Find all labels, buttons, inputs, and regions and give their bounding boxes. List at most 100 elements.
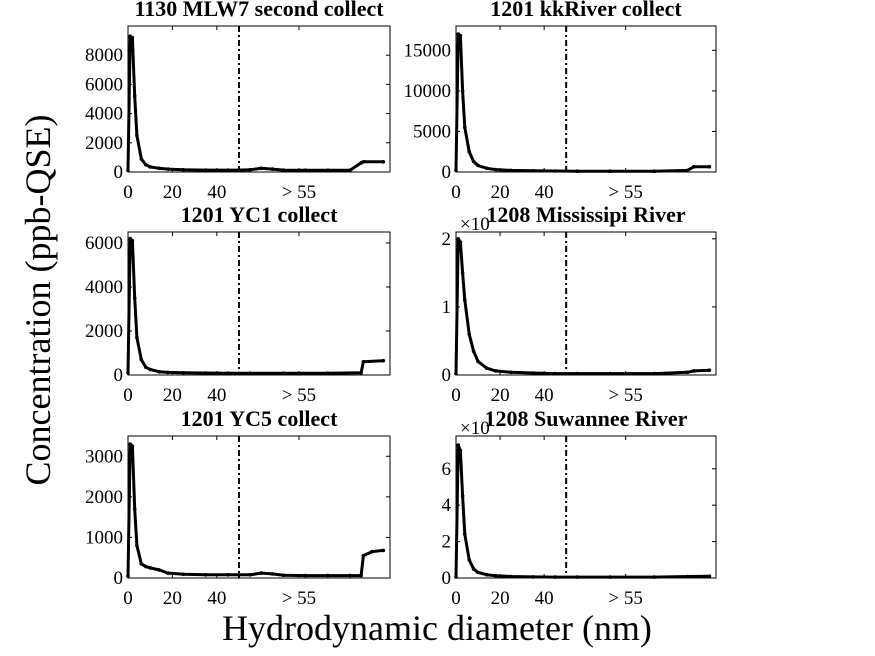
data-point [259, 166, 264, 171]
data-point [270, 167, 275, 171]
x-tick-label: 0 [451, 385, 461, 406]
data-point [575, 371, 579, 376]
axes-box [455, 231, 717, 376]
series-line [126, 34, 384, 172]
y-tick-label: 0 [442, 162, 452, 183]
y-tick-label: 1 [442, 297, 452, 318]
data-point [139, 562, 144, 566]
data-point [326, 573, 330, 578]
x-tick-label: 40 [535, 182, 554, 203]
data-point [166, 370, 170, 375]
y-tick-label: 4000 [85, 104, 123, 125]
x-tick-label: 0 [451, 182, 461, 203]
data-point [359, 371, 363, 375]
data-point [144, 564, 148, 569]
axes-box [455, 435, 717, 579]
y-tick-label: 0 [442, 365, 452, 386]
data-point [326, 168, 330, 172]
x-tick-label: 20 [491, 385, 510, 406]
data-point [685, 574, 690, 579]
x-tick-label: 0 [451, 588, 461, 609]
data-point [476, 359, 480, 364]
data-point [248, 371, 252, 376]
y-tick-label: 4000 [85, 277, 123, 298]
y-tick-label: 0 [114, 162, 124, 183]
y-multiplier: ×10 [460, 418, 490, 439]
data-point [485, 166, 489, 171]
series-line [126, 442, 384, 578]
data-point [493, 574, 498, 578]
data-point [608, 169, 612, 173]
data-point [370, 549, 375, 554]
data-point [148, 165, 152, 169]
data-point [248, 167, 252, 172]
x-tick-label: 20 [491, 182, 510, 203]
x-tick-label: 0 [123, 182, 133, 203]
data-point [692, 369, 696, 373]
y-tick-label: 8000 [85, 45, 123, 66]
data-point [463, 125, 467, 130]
data-point [454, 371, 458, 376]
data-point [128, 236, 132, 241]
x-tick-label: > 55 [282, 385, 316, 406]
data-point [259, 571, 264, 575]
data-point [157, 166, 161, 171]
data-point [454, 168, 458, 173]
y-tick-label: 2000 [85, 321, 123, 342]
data-point [248, 573, 252, 577]
data-point [652, 169, 657, 173]
y-tick-label: 0 [442, 568, 452, 589]
y-tick-label: 10000 [404, 81, 452, 102]
data-point [463, 298, 467, 302]
data-point [181, 371, 186, 375]
data-point [144, 365, 148, 370]
x-tick-label: 20 [163, 182, 182, 203]
data-point [348, 168, 352, 172]
data-point [130, 444, 135, 448]
data-point [135, 133, 139, 138]
data-point [381, 358, 386, 363]
data-point [157, 369, 161, 374]
y-tick-label: 2000 [85, 133, 123, 154]
y-tick-label: 4 [442, 495, 452, 516]
panel-3: 0 2000 4000 6000 0 20 40 > 55 1201 YC1 collect [85, 202, 391, 406]
data-point [226, 168, 230, 172]
x-tick-label: > 55 [282, 182, 316, 203]
data-point [458, 240, 463, 244]
x-tick-label: 40 [207, 588, 226, 609]
data-point [237, 168, 241, 172]
y-tick-label: 2 [442, 229, 452, 250]
data-point [359, 573, 363, 578]
data-point [381, 160, 386, 164]
data-point [485, 366, 489, 371]
x-tick-label: 40 [207, 385, 226, 406]
data-point [476, 163, 480, 168]
x-tick-label: 20 [163, 385, 182, 406]
axes-box [127, 25, 391, 173]
y-tick-label: 5000 [413, 121, 451, 142]
data-point [485, 572, 489, 577]
data-point [166, 167, 170, 171]
data-point [553, 371, 557, 376]
data-point [471, 567, 476, 571]
data-point [132, 94, 137, 98]
data-point [553, 169, 557, 173]
panel-1: 0 2000 4000 6000 8000 0 20 40 > 55 1130 MLW7 seco… [85, 0, 391, 203]
series-line [454, 237, 710, 376]
data-point [652, 371, 657, 376]
data-point [575, 169, 579, 173]
panel-2: 0 5000 10000 15000 0 20 40 > 55 1201 kkRiver col… [404, 0, 717, 203]
data-point [130, 239, 135, 243]
data-point [144, 162, 148, 167]
data-point [707, 574, 712, 578]
data-point [381, 548, 386, 553]
data-point [467, 332, 472, 336]
x-tick-label: 40 [535, 588, 554, 609]
data-point [139, 157, 144, 161]
data-point [553, 575, 557, 579]
axes-box [455, 25, 717, 173]
data-point [203, 168, 208, 172]
figure-xlabel: Hydrodynamic diameter (nm) [222, 608, 652, 648]
data-point [456, 237, 461, 241]
